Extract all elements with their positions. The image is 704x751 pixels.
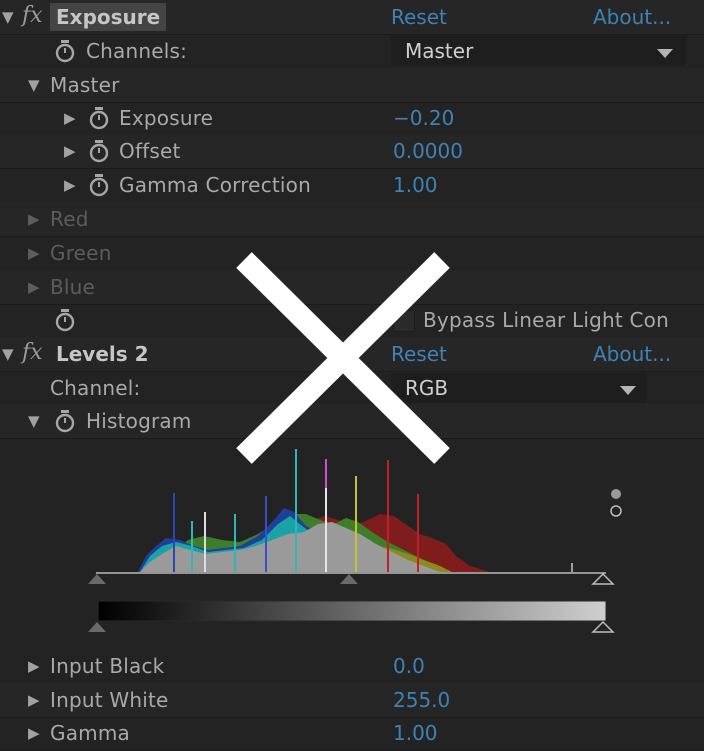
input-white-slider[interactable] [591, 572, 615, 585]
channel-value: RGB [405, 376, 449, 400]
twirl-down-icon[interactable]: ▼ [28, 412, 40, 430]
param-row-gamma: ▶ Gamma 1.00 [0, 716, 704, 751]
input-black-slider[interactable] [88, 574, 106, 584]
channels-value: Master [405, 39, 474, 63]
param-row-bypass: Bypass Linear Light Con [0, 303, 704, 338]
reset-button[interactable]: Reset [391, 5, 447, 29]
param-label: Gamma [50, 721, 130, 745]
param-row-input-white: ▶ Input White 255.0 [0, 683, 704, 718]
effect-header-levels: ▼ fx Levels 2 Reset About... [0, 337, 704, 372]
effect-name-exposure[interactable]: Exposure [50, 3, 167, 31]
param-row-channel: Channel: RGB [0, 371, 704, 406]
histogram-mode-dot[interactable] [610, 505, 622, 517]
param-value[interactable]: 255.0 [393, 688, 451, 712]
twirl-right-icon[interactable]: ▶ [28, 657, 40, 675]
param-row-input-black: ▶ Input Black 0.0 [0, 649, 704, 684]
twirl-right-icon[interactable]: ▶ [64, 109, 76, 127]
channel-label: Channel: [50, 376, 141, 400]
stopwatch-icon[interactable] [54, 409, 76, 433]
output-black-slider[interactable] [88, 622, 106, 632]
param-row-channels: Channels: Master [0, 34, 704, 69]
param-label: Input White [50, 688, 169, 712]
effect-name-levels[interactable]: Levels 2 [56, 342, 149, 366]
group-row-green: ▶ Green [0, 236, 704, 271]
histogram-mode-dot[interactable] [611, 489, 621, 499]
dropdown-arrow-icon [620, 386, 636, 395]
param-label: Input Black [50, 654, 165, 678]
param-label: Offset [119, 139, 181, 163]
param-value[interactable]: 1.00 [393, 721, 438, 745]
bypass-checkbox[interactable] [393, 310, 415, 332]
about-button[interactable]: About... [593, 5, 672, 29]
stopwatch-icon[interactable] [54, 308, 76, 332]
twirl-right-icon[interactable]: ▶ [64, 176, 76, 194]
histogram-graph[interactable] [0, 438, 704, 650]
channels-label: Channels: [86, 39, 188, 63]
stopwatch-icon[interactable] [88, 106, 110, 130]
stopwatch-icon[interactable] [54, 39, 76, 63]
param-value[interactable]: −0.20 [393, 106, 455, 130]
twirl-right-icon[interactable]: ▶ [28, 691, 40, 709]
fx-icon[interactable]: fx [22, 3, 43, 28]
param-value[interactable]: 0.0000 [393, 139, 463, 163]
twirl-down-icon[interactable]: ▼ [2, 8, 14, 26]
histogram-panel [0, 438, 704, 650]
param-value[interactable]: 0.0 [393, 654, 425, 678]
about-button[interactable]: About... [593, 342, 672, 366]
twirl-right-icon[interactable]: ▶ [28, 278, 40, 296]
group-row-master: ▼ Master [0, 68, 704, 103]
param-row-gamma-correction: ▶ Gamma Correction 1.00 [0, 168, 704, 203]
twirl-right-icon[interactable]: ▶ [28, 724, 40, 742]
param-row-offset: ▶ Offset 0.0000 [0, 134, 704, 169]
twirl-right-icon[interactable]: ▶ [64, 142, 76, 160]
gamma-slider[interactable] [340, 574, 358, 584]
output-gradient-bar [97, 600, 607, 622]
group-label-master: Master [50, 73, 120, 97]
effect-header-exposure: ▼ fx Exposure Reset About... [0, 0, 704, 35]
param-label: Exposure [119, 106, 214, 130]
channels-dropdown[interactable]: Master [391, 36, 686, 66]
output-white-slider[interactable] [591, 620, 615, 633]
fx-icon[interactable]: fx [22, 340, 43, 365]
stopwatch-icon[interactable] [88, 139, 110, 163]
stopwatch-icon[interactable] [88, 173, 110, 197]
reset-button[interactable]: Reset [391, 342, 447, 366]
twirl-down-icon[interactable]: ▼ [28, 76, 40, 94]
twirl-right-icon[interactable]: ▶ [28, 244, 40, 262]
group-row-red: ▶ Red [0, 202, 704, 237]
group-row-blue: ▶ Blue [0, 270, 704, 305]
twirl-right-icon[interactable]: ▶ [28, 210, 40, 228]
bypass-label: Bypass Linear Light Con [423, 308, 669, 332]
histogram-label: Histogram [86, 409, 192, 433]
group-label-green: Green [50, 241, 112, 265]
param-row-exposure: ▶ Exposure −0.20 [0, 101, 704, 136]
group-label-blue: Blue [50, 275, 96, 299]
dropdown-arrow-icon [657, 49, 673, 58]
histogram-luminance [140, 522, 440, 572]
histogram-header: ▼ Histogram [0, 404, 704, 439]
group-label-red: Red [50, 207, 89, 231]
twirl-down-icon[interactable]: ▼ [2, 345, 14, 363]
channel-dropdown[interactable]: RGB [391, 373, 647, 403]
param-label: Gamma Correction [119, 173, 311, 197]
param-value[interactable]: 1.00 [393, 173, 438, 197]
